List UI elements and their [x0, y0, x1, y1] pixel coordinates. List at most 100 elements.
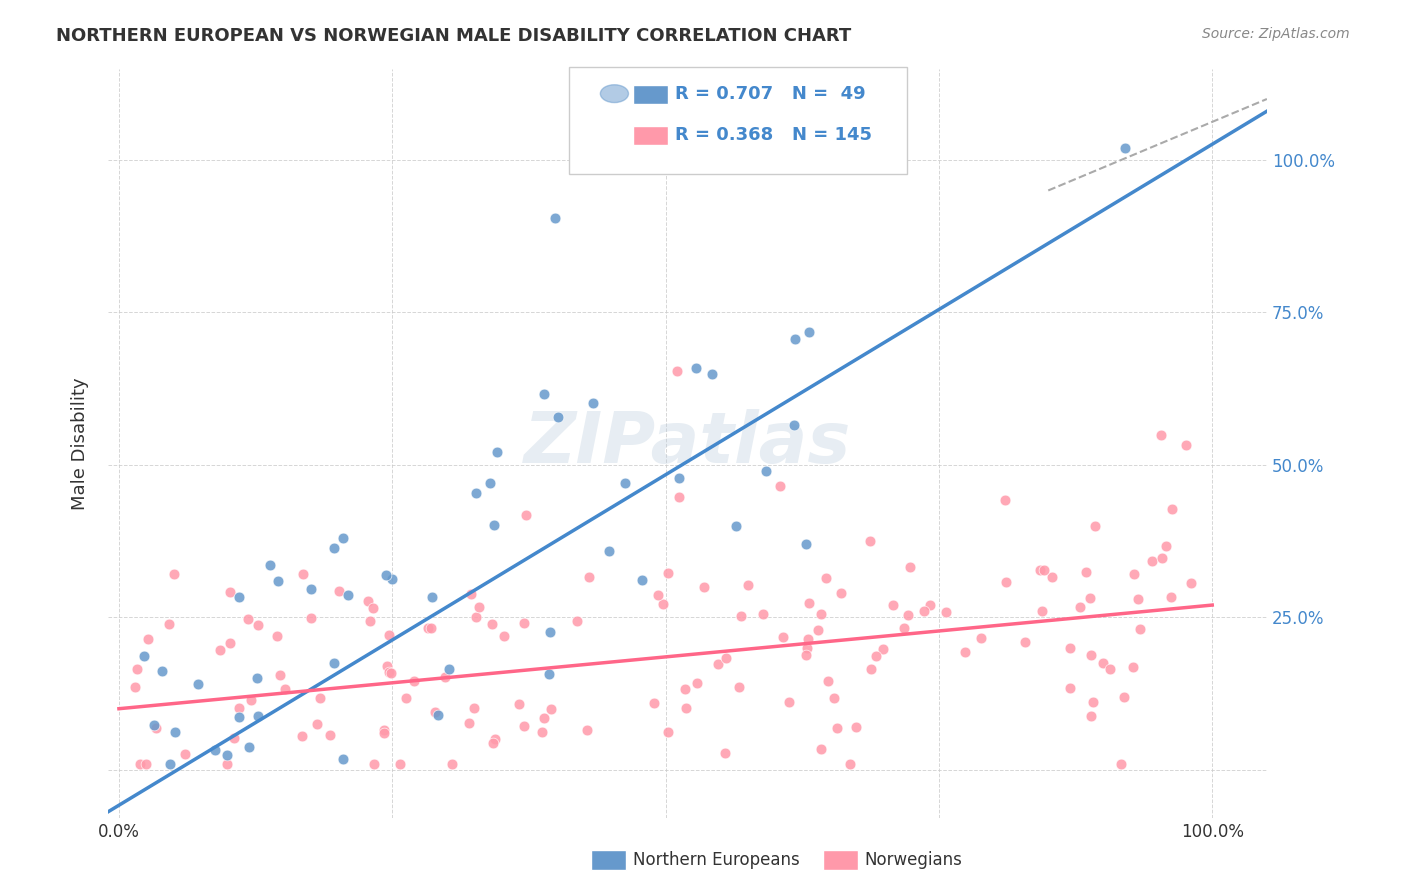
Point	[686, 676, 709, 690]
Point	[1174, 438, 1197, 452]
Point	[707, 657, 730, 671]
Text: NORTHERN EUROPEAN VS NORWEGIAN MALE DISABILITY CORRELATION CHART: NORTHERN EUROPEAN VS NORWEGIAN MALE DISA…	[56, 27, 852, 45]
Point	[1099, 662, 1122, 676]
Text: Source: ZipAtlas.com: Source: ZipAtlas.com	[1202, 27, 1350, 41]
Point	[860, 662, 883, 676]
Point	[797, 632, 820, 646]
Point	[124, 680, 146, 694]
Point	[332, 531, 354, 545]
Point	[955, 645, 977, 659]
Point	[614, 475, 637, 490]
Point	[420, 591, 443, 605]
Point	[145, 721, 167, 735]
Point	[727, 681, 749, 695]
Point	[458, 716, 481, 731]
Point	[1114, 141, 1136, 155]
Point	[267, 574, 290, 588]
Point	[995, 574, 1018, 589]
Point	[1150, 427, 1173, 442]
Point	[1114, 690, 1136, 704]
Point	[752, 607, 775, 622]
Point	[598, 544, 620, 558]
Point	[797, 325, 820, 339]
Point	[918, 598, 941, 612]
Point	[668, 490, 690, 504]
Point	[418, 621, 440, 635]
Point	[1140, 554, 1163, 568]
Point	[305, 717, 328, 731]
Point	[134, 649, 156, 664]
Point	[266, 629, 288, 643]
Point	[898, 560, 921, 574]
Point	[730, 609, 752, 624]
Point	[482, 736, 505, 750]
Point	[423, 705, 446, 719]
Point	[301, 611, 323, 625]
Point	[537, 667, 560, 681]
Point	[142, 717, 165, 731]
Point	[807, 624, 830, 638]
Point	[465, 610, 488, 624]
Point	[794, 537, 817, 551]
Point	[1059, 681, 1081, 696]
Point	[912, 604, 935, 618]
Point	[1059, 640, 1081, 655]
Point	[127, 662, 149, 676]
Point	[1080, 709, 1102, 723]
Point	[882, 598, 904, 612]
Point	[935, 605, 957, 619]
Point	[702, 368, 724, 382]
Point	[1109, 756, 1132, 771]
Point	[582, 396, 605, 410]
Point	[685, 361, 707, 376]
Point	[565, 614, 588, 628]
Point	[378, 628, 401, 642]
Point	[794, 648, 817, 662]
Point	[657, 566, 679, 581]
Point	[513, 719, 536, 733]
Point	[373, 723, 395, 738]
Point	[381, 572, 404, 586]
Point	[772, 631, 794, 645]
Point	[1152, 551, 1174, 566]
Point	[1160, 590, 1182, 604]
Point	[1092, 657, 1115, 671]
Point	[1040, 570, 1063, 584]
Point	[768, 479, 790, 493]
Point	[336, 588, 359, 602]
Point	[783, 332, 806, 346]
Point	[839, 756, 862, 771]
Point	[323, 541, 346, 556]
Point	[162, 567, 184, 582]
Point	[215, 756, 238, 771]
Point	[668, 471, 690, 485]
Point	[797, 595, 820, 609]
Point	[1031, 603, 1053, 617]
Point	[380, 665, 402, 680]
Point	[651, 597, 673, 611]
Point	[174, 747, 197, 762]
Text: Northern Europeans: Northern Europeans	[633, 851, 800, 869]
Point	[299, 582, 322, 597]
Point	[1084, 518, 1107, 533]
Point	[434, 670, 457, 684]
Point	[236, 612, 259, 626]
Point	[259, 558, 281, 572]
Point	[778, 695, 800, 709]
Point	[240, 692, 263, 706]
Point	[247, 708, 270, 723]
Point	[375, 567, 398, 582]
Point	[128, 756, 150, 771]
Point	[540, 624, 562, 639]
Point	[872, 642, 894, 657]
Point	[893, 621, 915, 635]
Point	[1129, 622, 1152, 636]
Point	[755, 464, 778, 478]
Point	[388, 756, 411, 771]
Point	[1014, 635, 1036, 649]
Point	[373, 726, 395, 740]
Point	[492, 629, 515, 643]
Point	[647, 588, 669, 602]
Point	[157, 617, 180, 632]
Point	[136, 632, 159, 646]
